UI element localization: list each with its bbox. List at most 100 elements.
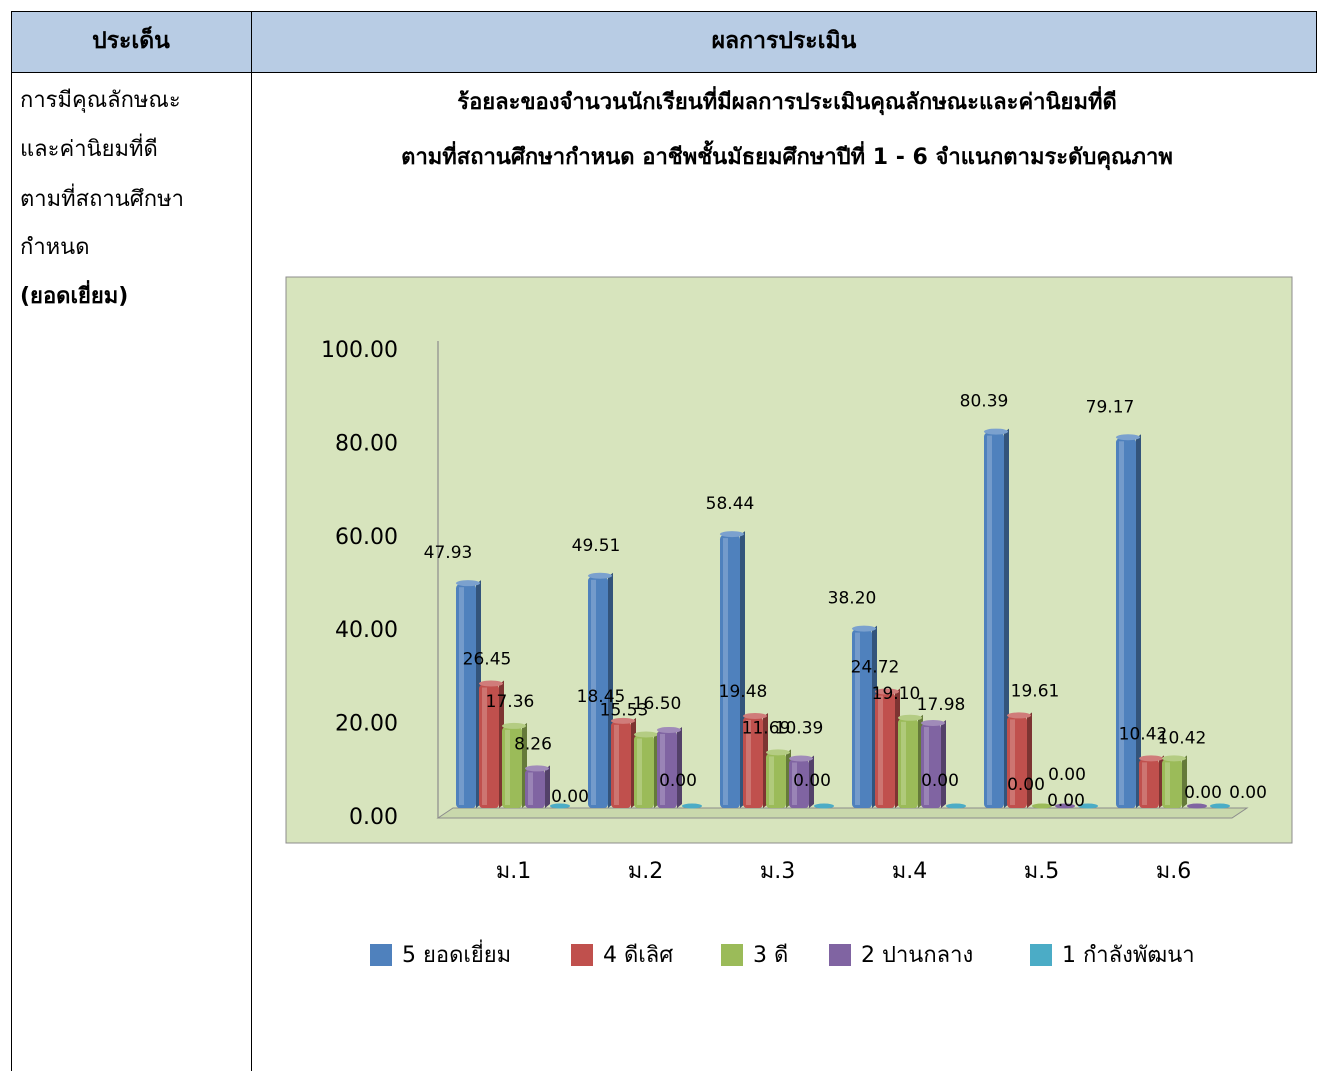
bar-side	[941, 720, 946, 808]
data-label: 26.45	[463, 649, 512, 669]
bar-flat	[814, 803, 834, 809]
bar-side	[1004, 428, 1009, 808]
bar-top	[456, 580, 480, 587]
header-issue: ประเด็น	[92, 28, 170, 54]
bar-top	[588, 572, 612, 579]
bar-top	[1139, 755, 1163, 762]
bar	[682, 803, 702, 809]
legend-swatch	[370, 944, 392, 966]
bar-highlight	[1119, 441, 1124, 805]
legend-label: 3 ดี	[753, 943, 788, 968]
bar	[766, 749, 791, 808]
bar	[789, 755, 814, 808]
data-label: 18.45	[577, 687, 626, 707]
bar-side	[677, 726, 682, 808]
issue-line: การมีคุณลักษณะ	[20, 88, 181, 113]
table-border-right	[1316, 11, 1317, 73]
data-label: 80.39	[960, 392, 1009, 412]
chart-subtitle: ตามที่สถานศึกษากำหนด อาชีพชั้นมัธยมศึกษา…	[401, 145, 1173, 170]
header-result: ผลการประเมิน	[711, 28, 857, 54]
legend-swatch	[571, 944, 593, 966]
bar	[921, 720, 946, 808]
bar-highlight	[792, 762, 797, 805]
bar-flat	[1055, 803, 1075, 809]
y-tick-label: 60.00	[335, 525, 398, 550]
bar-top	[743, 713, 767, 720]
bar-top	[525, 765, 549, 772]
bar	[720, 531, 745, 808]
table-border-top	[11, 11, 1317, 12]
bar	[1007, 712, 1032, 808]
bar	[946, 803, 966, 809]
bar-highlight	[459, 587, 464, 805]
data-label: 0.00	[659, 771, 697, 791]
legend-swatch	[721, 944, 743, 966]
bar	[657, 726, 682, 808]
y-tick-label: 0.00	[349, 805, 398, 830]
data-label: 10.42	[1158, 728, 1207, 748]
legend-label: 5 ยอดเยี่ยม	[402, 939, 511, 968]
bar-top	[921, 720, 945, 727]
bar-top	[1116, 434, 1140, 441]
data-label: 0.00	[1048, 765, 1086, 785]
bar	[550, 803, 570, 809]
bar-highlight	[723, 538, 728, 805]
bar-flat	[1078, 803, 1098, 809]
bar-top	[789, 755, 813, 762]
data-label: 19.61	[1011, 681, 1060, 701]
bar-top	[634, 731, 658, 738]
y-tick-label: 80.00	[335, 431, 398, 456]
data-label: 19.10	[872, 684, 921, 704]
table-border-left	[11, 11, 12, 1071]
data-label: 0.00	[921, 771, 959, 791]
data-label: 10.42	[1119, 724, 1168, 744]
y-tick-label: 40.00	[335, 618, 398, 643]
bar-highlight	[769, 756, 774, 805]
bar	[502, 722, 527, 808]
data-label: 8.26	[514, 734, 552, 754]
x-tick-label: ม.1	[496, 859, 532, 884]
x-tick-label: ม.5	[1024, 859, 1060, 884]
data-label: 17.98	[917, 695, 966, 715]
legend-label: 2 ปานกลาง	[861, 943, 973, 968]
bar-highlight	[924, 727, 929, 805]
bar-highlight	[637, 738, 642, 805]
bar-highlight	[660, 733, 665, 805]
bar	[479, 680, 504, 808]
bar	[456, 580, 481, 808]
bar	[611, 717, 636, 808]
table-border-middle	[251, 11, 252, 1071]
data-label: 0.00	[1184, 783, 1222, 803]
issue-line: และค่านิยมที่ดี	[20, 137, 158, 162]
bar-top	[611, 717, 635, 724]
bar-top	[479, 680, 503, 687]
data-label: 58.44	[706, 494, 755, 514]
bar-top	[852, 625, 876, 632]
data-label: 47.93	[424, 543, 473, 563]
issue-rating: (ยอดเยี่ยม)	[20, 284, 129, 309]
bar-flat	[1032, 803, 1052, 809]
bar	[1116, 434, 1141, 808]
bar-highlight	[987, 435, 992, 805]
bar-flat	[1210, 803, 1230, 809]
data-label: 0.00	[1229, 783, 1267, 803]
bar	[814, 803, 834, 809]
data-label: 0.00	[551, 787, 589, 807]
bar	[634, 731, 659, 808]
issue-line: ตามที่สถานศึกษา	[20, 187, 184, 212]
x-tick-label: ม.3	[760, 859, 796, 884]
bar	[852, 625, 877, 808]
data-label: 19.48	[719, 682, 768, 702]
data-label: 24.72	[851, 658, 900, 678]
chart-floor	[436, 807, 1249, 819]
bar-top	[1007, 712, 1031, 719]
bar	[1055, 803, 1075, 809]
bar	[1139, 755, 1164, 808]
legend-label: 1 กำลังพัฒนา	[1062, 943, 1195, 968]
bar-top	[720, 531, 744, 538]
x-tick-label: ม.2	[628, 859, 664, 884]
bar	[1078, 803, 1098, 809]
table-border-header	[11, 72, 1317, 73]
bar	[525, 765, 550, 808]
